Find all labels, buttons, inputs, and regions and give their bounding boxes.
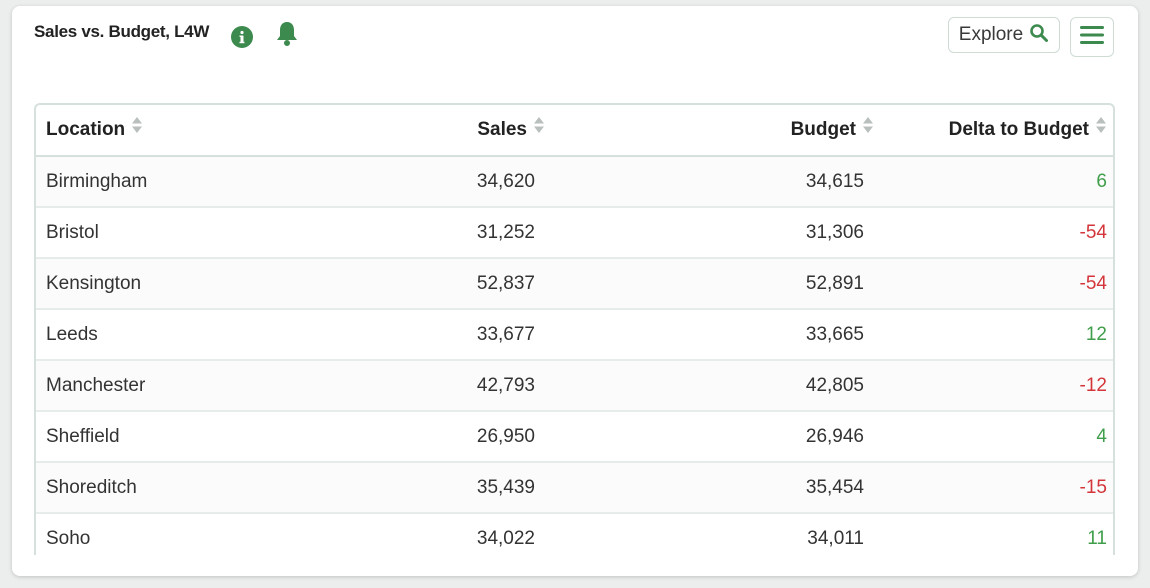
table-row: Shoreditch 35,439 35,454 -15 <box>36 462 1113 514</box>
widget-title: Sales vs. Budget, L4W <box>34 22 210 41</box>
table-row: Leeds 33,677 33,665 12 <box>36 309 1113 361</box>
table-row: Soho 34,022 34,011 11 <box>36 513 1113 555</box>
hamburger-menu-icon <box>1079 24 1105 51</box>
cell-sales: 34,620 <box>346 156 605 208</box>
cell-location: Manchester <box>36 360 346 412</box>
sales-budget-table: Location Sales Budget Delta to Budget Bi… <box>36 105 1113 555</box>
column-header-location[interactable]: Location <box>36 105 346 157</box>
cell-delta: -15 <box>874 462 1113 514</box>
column-header-sales[interactable]: Sales <box>346 105 605 157</box>
widget-card: Sales vs. Budget, L4W Explore <box>12 6 1138 576</box>
cell-delta: -54 <box>874 258 1113 310</box>
data-table-container[interactable]: Location Sales Budget Delta to Budget Bi… <box>34 103 1115 555</box>
info-icon[interactable] <box>231 26 253 48</box>
table-row: Bristol 31,252 31,306 -54 <box>36 207 1113 259</box>
sort-icon[interactable] <box>862 116 874 140</box>
cell-budget: 31,306 <box>605 207 874 259</box>
cell-budget: 34,615 <box>605 156 874 208</box>
cell-budget: 26,946 <box>605 411 874 463</box>
cell-sales: 26,950 <box>346 411 605 463</box>
cell-location: Shoreditch <box>36 462 346 514</box>
sort-icon[interactable] <box>533 116 545 140</box>
sort-icon[interactable] <box>131 116 143 140</box>
table-row: Birmingham 34,620 34,615 6 <box>36 156 1113 208</box>
table-row: Kensington 52,837 52,891 -54 <box>36 258 1113 310</box>
column-header-delta-to-budget[interactable]: Delta to Budget <box>874 105 1113 157</box>
cell-delta: 12 <box>874 309 1113 361</box>
search-icon <box>1029 23 1049 48</box>
cell-delta: 4 <box>874 411 1113 463</box>
cell-location: Sheffield <box>36 411 346 463</box>
table-row: Manchester 42,793 42,805 -12 <box>36 360 1113 412</box>
cell-sales: 35,439 <box>346 462 605 514</box>
table-header-row: Location Sales Budget Delta to Budget <box>36 105 1113 157</box>
column-header-label: Location <box>46 119 126 140</box>
column-header-label: Delta to Budget <box>948 119 1089 140</box>
cell-sales: 31,252 <box>346 207 605 259</box>
cell-delta: 6 <box>874 156 1113 208</box>
column-header-label: Budget <box>790 119 856 140</box>
cell-location: Birmingham <box>36 156 346 208</box>
column-header-label: Sales <box>477 119 527 140</box>
cell-sales: 34,022 <box>346 513 605 555</box>
explore-button[interactable]: Explore <box>948 17 1060 53</box>
cell-sales: 42,793 <box>346 360 605 412</box>
cell-location: Leeds <box>36 309 346 361</box>
cell-budget: 35,454 <box>605 462 874 514</box>
cell-sales: 33,677 <box>346 309 605 361</box>
column-header-budget[interactable]: Budget <box>605 105 874 157</box>
cell-location: Soho <box>36 513 346 555</box>
menu-button[interactable] <box>1070 17 1114 57</box>
cell-delta: -12 <box>874 360 1113 412</box>
cell-location: Bristol <box>36 207 346 259</box>
cell-delta: -54 <box>874 207 1113 259</box>
cell-budget: 33,665 <box>605 309 874 361</box>
cell-budget: 42,805 <box>605 360 874 412</box>
cell-budget: 52,891 <box>605 258 874 310</box>
table-row: Sheffield 26,950 26,946 4 <box>36 411 1113 463</box>
bell-icon[interactable] <box>274 20 300 48</box>
explore-button-label: Explore <box>958 24 1024 45</box>
cell-budget: 34,011 <box>605 513 874 555</box>
cell-sales: 52,837 <box>346 258 605 310</box>
sort-icon[interactable] <box>1095 116 1107 140</box>
cell-location: Kensington <box>36 258 346 310</box>
cell-delta: 11 <box>874 513 1113 555</box>
